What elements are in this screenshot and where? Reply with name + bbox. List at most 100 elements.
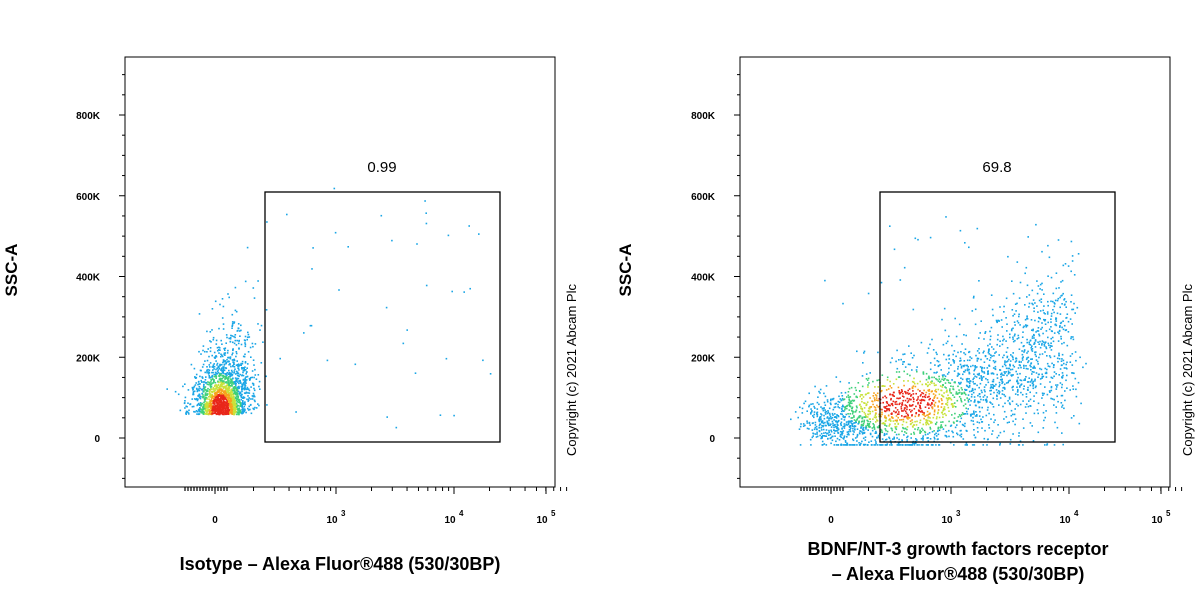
event-dot <box>939 380 942 383</box>
event-dot <box>851 402 853 405</box>
event-dot <box>202 396 205 398</box>
event-dot <box>217 413 220 416</box>
event-dot <box>901 423 904 426</box>
event-dot <box>238 409 241 411</box>
event-dot <box>856 396 858 399</box>
event-dots-layer <box>166 187 492 429</box>
event-dot <box>1061 358 1063 360</box>
event-dot <box>912 393 915 395</box>
event-dot <box>243 368 245 370</box>
event-dot <box>849 444 852 446</box>
event-dot <box>978 421 981 424</box>
event-dot <box>333 187 336 190</box>
event-dot <box>993 354 995 357</box>
event-dot <box>207 373 210 375</box>
event-dot <box>897 397 900 400</box>
event-dot <box>201 376 204 379</box>
event-dot <box>911 369 913 371</box>
event-dot <box>865 404 867 407</box>
event-dot <box>981 379 983 381</box>
event-dot <box>236 404 239 407</box>
event-dot <box>1046 443 1049 445</box>
event-dot <box>955 393 957 395</box>
event-dot <box>806 422 809 424</box>
event-dot <box>854 421 857 424</box>
event-dot <box>905 391 907 393</box>
event-dot <box>1048 365 1051 368</box>
event-dot <box>844 408 846 411</box>
event-dot <box>1041 282 1043 285</box>
event-dot <box>989 343 991 345</box>
event-dot <box>1037 402 1040 405</box>
event-dot <box>864 402 866 404</box>
event-dot <box>218 349 220 351</box>
event-dot <box>1053 355 1056 358</box>
event-dot <box>907 393 910 395</box>
event-dot <box>1013 335 1016 337</box>
event-dot <box>916 444 918 446</box>
event-dot <box>211 396 213 399</box>
event-dot <box>239 335 241 337</box>
event-dot <box>200 411 202 414</box>
event-dot <box>223 360 226 363</box>
event-dot <box>973 396 976 398</box>
event-dot <box>1038 334 1041 337</box>
event-dot <box>236 408 239 410</box>
event-dot <box>1026 381 1029 383</box>
event-dot <box>823 401 826 404</box>
event-dot <box>1070 301 1072 303</box>
event-dot <box>246 336 249 339</box>
event-dot <box>193 385 196 388</box>
event-dot <box>1016 302 1018 305</box>
gate-rectangle[interactable] <box>264 191 501 443</box>
event-dot <box>265 309 268 311</box>
event-dot <box>996 436 999 439</box>
event-dot <box>915 412 917 415</box>
gate-rectangle[interactable] <box>879 191 1116 443</box>
event-dot <box>249 408 251 411</box>
event-dot <box>1055 412 1058 414</box>
event-dot <box>853 419 856 421</box>
event-dot <box>1003 374 1005 376</box>
event-dot <box>983 371 985 373</box>
event-dot <box>210 385 213 388</box>
event-dot <box>949 425 952 427</box>
event-dot <box>1061 394 1064 397</box>
event-dot <box>919 390 921 392</box>
event-dot <box>928 432 931 434</box>
event-dot <box>224 409 226 412</box>
event-dot <box>896 409 899 411</box>
event-dot <box>903 384 905 387</box>
event-dot <box>824 431 827 434</box>
event-dot <box>1053 444 1056 446</box>
event-dot <box>233 335 235 338</box>
event-dot <box>891 412 893 414</box>
event-dot <box>232 361 234 363</box>
event-dot <box>928 395 930 398</box>
event-dot <box>983 367 986 369</box>
event-dot <box>922 439 924 441</box>
event-dot <box>854 444 856 446</box>
event-dot <box>987 438 989 440</box>
event-dot <box>226 336 228 339</box>
event-dot <box>217 402 220 405</box>
event-dot <box>819 434 821 437</box>
event-dot <box>211 409 214 411</box>
event-dot <box>241 374 243 376</box>
event-dot <box>862 437 865 440</box>
event-dot <box>801 407 804 410</box>
event-dot <box>804 400 807 403</box>
event-dot <box>217 408 219 411</box>
event-dot <box>223 347 225 350</box>
event-dot <box>988 412 990 415</box>
event-dot <box>886 433 888 435</box>
event-dot <box>246 375 249 378</box>
event-dot <box>847 401 850 404</box>
event-dot <box>230 394 232 397</box>
event-dot <box>816 413 819 416</box>
event-dot <box>187 402 189 404</box>
event-dot <box>244 335 247 338</box>
event-dot <box>193 398 196 400</box>
event-dot <box>820 414 823 416</box>
event-dot <box>916 399 918 401</box>
